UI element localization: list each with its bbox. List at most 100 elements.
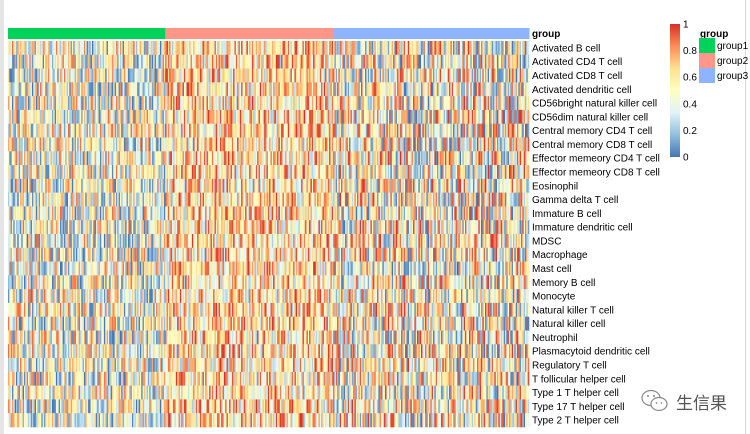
heatmap-cell	[10, 206, 13, 221]
heatmap-cell	[149, 41, 151, 56]
heatmap-cell	[73, 68, 75, 83]
heatmap-cell	[266, 54, 269, 69]
heatmap-cell	[119, 192, 122, 207]
heatmap-cell	[473, 54, 475, 69]
heatmap-cell	[277, 54, 279, 69]
heatmap-cell	[117, 54, 119, 69]
heatmap-cell	[251, 165, 254, 180]
heatmap-cell	[453, 109, 455, 125]
heatmap-cell	[427, 137, 430, 152]
heatmap-cell	[451, 178, 454, 193]
heatmap-cell	[446, 192, 449, 207]
heatmap-cell	[426, 192, 429, 207]
heatmap-cell	[397, 54, 399, 69]
heatmap-cell	[266, 82, 269, 97]
heatmap-cell	[381, 82, 383, 97]
heatmap-cell	[234, 54, 237, 69]
heatmap-cell	[86, 192, 89, 207]
heatmap-cell	[302, 82, 305, 97]
heatmap-cell	[369, 151, 371, 166]
heatmap-cell	[498, 137, 500, 152]
heatmap-cell	[385, 178, 387, 193]
heatmap-cell	[81, 192, 83, 207]
heatmap-cell	[213, 123, 215, 138]
heatmap-cell	[141, 178, 143, 193]
heatmap-cell	[29, 123, 31, 138]
heatmap-cell	[265, 68, 267, 83]
heatmap-cell	[159, 178, 162, 193]
heatmap-cell	[217, 123, 219, 138]
heatmap-cell	[330, 41, 333, 56]
heatmap-cell	[87, 96, 90, 111]
heatmap-cell	[262, 82, 265, 97]
heatmap-cell	[45, 82, 47, 97]
heatmap-cell	[254, 109, 257, 125]
heatmap-cell	[70, 41, 73, 56]
heatmap-cell	[255, 68, 258, 83]
heatmap-cell	[354, 137, 357, 152]
heatmap-cell	[115, 82, 118, 97]
heatmap-cell	[313, 54, 315, 69]
heatmap-cell	[309, 41, 311, 56]
heatmap-cell	[431, 109, 434, 125]
heatmap-cell	[273, 165, 275, 180]
heatmap-cell	[503, 54, 506, 69]
heatmap-cell	[253, 123, 255, 138]
heatmap-cell	[297, 54, 299, 69]
heatmap-cell	[95, 82, 98, 97]
heatmap-cell	[331, 151, 334, 166]
heatmap-cell	[343, 54, 346, 69]
heatmap-cell	[525, 192, 527, 207]
heatmap-cell	[211, 192, 214, 207]
heatmap-cell	[377, 192, 379, 207]
heatmap-cell	[338, 123, 341, 138]
heatmap-cell	[242, 82, 245, 97]
heatmap-cell	[442, 82, 445, 97]
heatmap-cell	[329, 82, 331, 97]
heatmap-cell	[109, 123, 111, 138]
heatmap-cell	[359, 206, 362, 221]
heatmap-cell	[27, 178, 30, 193]
heatmap-cell	[14, 123, 17, 138]
heatmap-cell	[245, 96, 247, 111]
heatmap-cell	[294, 151, 297, 166]
heatmap-cell	[114, 96, 117, 111]
heatmap-cell	[330, 96, 333, 111]
heatmap-cell	[403, 137, 406, 152]
heatmap-cell	[314, 151, 317, 166]
heatmap-cell	[301, 178, 303, 193]
heatmap-cell	[109, 206, 111, 221]
heatmap-cell	[81, 178, 83, 193]
heatmap-cell	[314, 165, 317, 180]
heatmap-cell	[138, 165, 141, 180]
heatmap-cell	[247, 54, 250, 69]
heatmap-cell	[12, 96, 14, 111]
heatmap-cell	[338, 151, 341, 166]
heatmap-cell	[381, 206, 383, 221]
heatmap-cell	[527, 178, 530, 193]
heatmap-cell	[342, 178, 345, 193]
heatmap-cell	[33, 109, 35, 125]
heatmap-cell	[417, 82, 419, 97]
heatmap-cell	[95, 178, 98, 193]
heatmap-cell	[339, 82, 342, 97]
heatmap-cell	[281, 109, 283, 125]
heatmap-cell	[266, 151, 269, 166]
heatmap-cell	[51, 165, 54, 180]
heatmap-cell	[318, 178, 321, 193]
heatmap-cell	[35, 137, 38, 152]
heatmap-cell	[62, 54, 65, 69]
heatmap-cell	[39, 165, 42, 180]
heatmap-cell	[63, 206, 66, 221]
heatmap-cell	[150, 54, 153, 69]
heatmap-cell	[267, 41, 270, 56]
heatmap-cell	[281, 82, 283, 97]
heatmap-cell	[289, 178, 291, 193]
heatmap-cell	[111, 41, 114, 56]
heatmap-cell	[179, 68, 182, 83]
heatmap-cell	[139, 192, 142, 207]
heatmap-cell	[507, 178, 510, 193]
heatmap-cell	[318, 109, 321, 125]
heatmap-cell	[527, 137, 530, 152]
heatmap-cell	[515, 109, 518, 125]
